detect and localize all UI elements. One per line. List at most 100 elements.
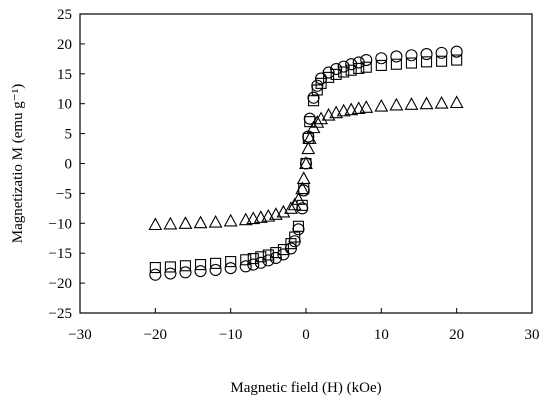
data-point-circle xyxy=(435,46,448,59)
data-point-circle xyxy=(239,260,252,273)
data-point-circle xyxy=(420,48,433,61)
data-point-square xyxy=(277,244,289,256)
data-point-square xyxy=(164,261,176,273)
data-point-circle xyxy=(194,265,207,278)
data-point-circle xyxy=(292,223,305,236)
data-point-square xyxy=(247,253,259,265)
data-point-square xyxy=(420,56,433,68)
data-point-triangle xyxy=(302,131,317,144)
data-point-square xyxy=(292,220,305,232)
data-point-triangle xyxy=(238,212,253,226)
x-tick-label: 20 xyxy=(449,327,464,343)
data-point-triangle xyxy=(351,101,366,115)
data-point-triangle xyxy=(253,210,268,223)
data-point-square xyxy=(255,251,267,263)
data-point-square xyxy=(323,71,335,83)
data-point-triangle xyxy=(268,207,283,220)
data-point-square xyxy=(311,84,323,96)
data-point-triangle xyxy=(310,115,325,128)
data-point-square xyxy=(360,61,372,73)
data-point-triangle xyxy=(246,211,261,225)
data-point-circle xyxy=(307,91,320,104)
data-point-square xyxy=(289,231,301,243)
data-point-triangle xyxy=(301,141,316,155)
x-axis-ticks: −30 −20 −10 0 10 20 30 xyxy=(68,308,540,343)
data-point-triangle xyxy=(291,192,306,205)
y-tick-label: 0 xyxy=(65,157,73,173)
data-point-square xyxy=(285,238,297,250)
data-point-square xyxy=(240,254,252,266)
data-point-triangle xyxy=(295,181,310,195)
y-tick-label: 15 xyxy=(57,67,72,83)
data-series xyxy=(148,45,464,281)
y-tick-label: 25 xyxy=(57,7,72,23)
data-point-circle xyxy=(360,53,373,67)
series-square xyxy=(149,54,463,274)
series-triangle xyxy=(148,95,464,231)
data-point-circle xyxy=(450,45,463,58)
data-point-triangle xyxy=(299,156,313,170)
data-point-square xyxy=(149,262,161,274)
data-point-square xyxy=(307,95,320,107)
data-point-square xyxy=(225,256,237,268)
data-point-square xyxy=(375,59,387,71)
data-point-square xyxy=(270,247,282,259)
data-point-square xyxy=(262,249,274,261)
data-point-circle xyxy=(254,256,267,269)
data-point-circle xyxy=(405,49,418,62)
y-tick-label: −10 xyxy=(49,216,72,232)
data-point-circle xyxy=(390,50,403,63)
x-tick-label: −20 xyxy=(144,327,167,343)
data-point-circle xyxy=(345,58,358,71)
data-point-triangle xyxy=(163,216,178,230)
data-point-square xyxy=(338,66,350,78)
data-point-square xyxy=(345,64,357,76)
y-axis-ticks: −25 −20 −15 −10 −5 0 5 10 15 20 25 xyxy=(49,7,85,322)
data-point-circle xyxy=(149,268,162,281)
data-point-triangle xyxy=(208,214,223,228)
data-point-triangle xyxy=(148,217,163,231)
y-tick-label: −20 xyxy=(49,276,72,292)
data-point-triangle xyxy=(449,95,464,109)
data-point-square xyxy=(353,62,365,74)
x-tick-label: 0 xyxy=(302,327,310,343)
data-point-square xyxy=(179,260,192,272)
x-axis-title: Magnetic field (H) (kOe) xyxy=(230,380,381,396)
data-point-triangle xyxy=(223,213,238,227)
y-tick-label: −15 xyxy=(49,246,72,262)
data-point-circle xyxy=(375,52,388,65)
x-tick-label: −10 xyxy=(219,327,242,343)
y-tick-label: 10 xyxy=(57,97,72,113)
data-point-triangle xyxy=(404,97,419,110)
data-point-square xyxy=(330,68,342,80)
data-point-square xyxy=(210,257,222,269)
data-point-square xyxy=(405,57,418,69)
y-tick-label: 20 xyxy=(57,37,72,53)
data-point-triangle xyxy=(344,102,359,116)
data-point-triangle xyxy=(296,171,311,184)
data-point-triangle xyxy=(434,95,449,109)
data-point-square xyxy=(390,58,402,70)
data-point-square xyxy=(315,77,327,89)
data-point-square xyxy=(436,55,448,67)
data-point-square xyxy=(451,54,463,66)
y-tick-label: −25 xyxy=(49,306,72,322)
data-point-circle xyxy=(224,262,237,275)
data-point-triangle xyxy=(178,216,193,229)
y-tick-label: −5 xyxy=(56,186,72,202)
y-axis-title: Magnetizatio M (emu g⁻¹) xyxy=(10,84,26,243)
data-point-triangle xyxy=(284,201,298,214)
plot-area-frame xyxy=(79,13,533,314)
y-tick-label: 5 xyxy=(65,127,73,143)
data-point-square xyxy=(194,259,207,271)
x-tick-label: 10 xyxy=(374,327,389,343)
x-tick-label: 30 xyxy=(525,327,540,343)
x-tick-label: −30 xyxy=(68,327,91,343)
data-point-triangle xyxy=(193,215,208,229)
data-point-circle xyxy=(179,266,192,279)
data-point-circle xyxy=(209,263,222,276)
data-point-triangle xyxy=(419,96,434,110)
data-point-circle xyxy=(164,267,177,280)
data-point-triangle xyxy=(374,98,389,112)
